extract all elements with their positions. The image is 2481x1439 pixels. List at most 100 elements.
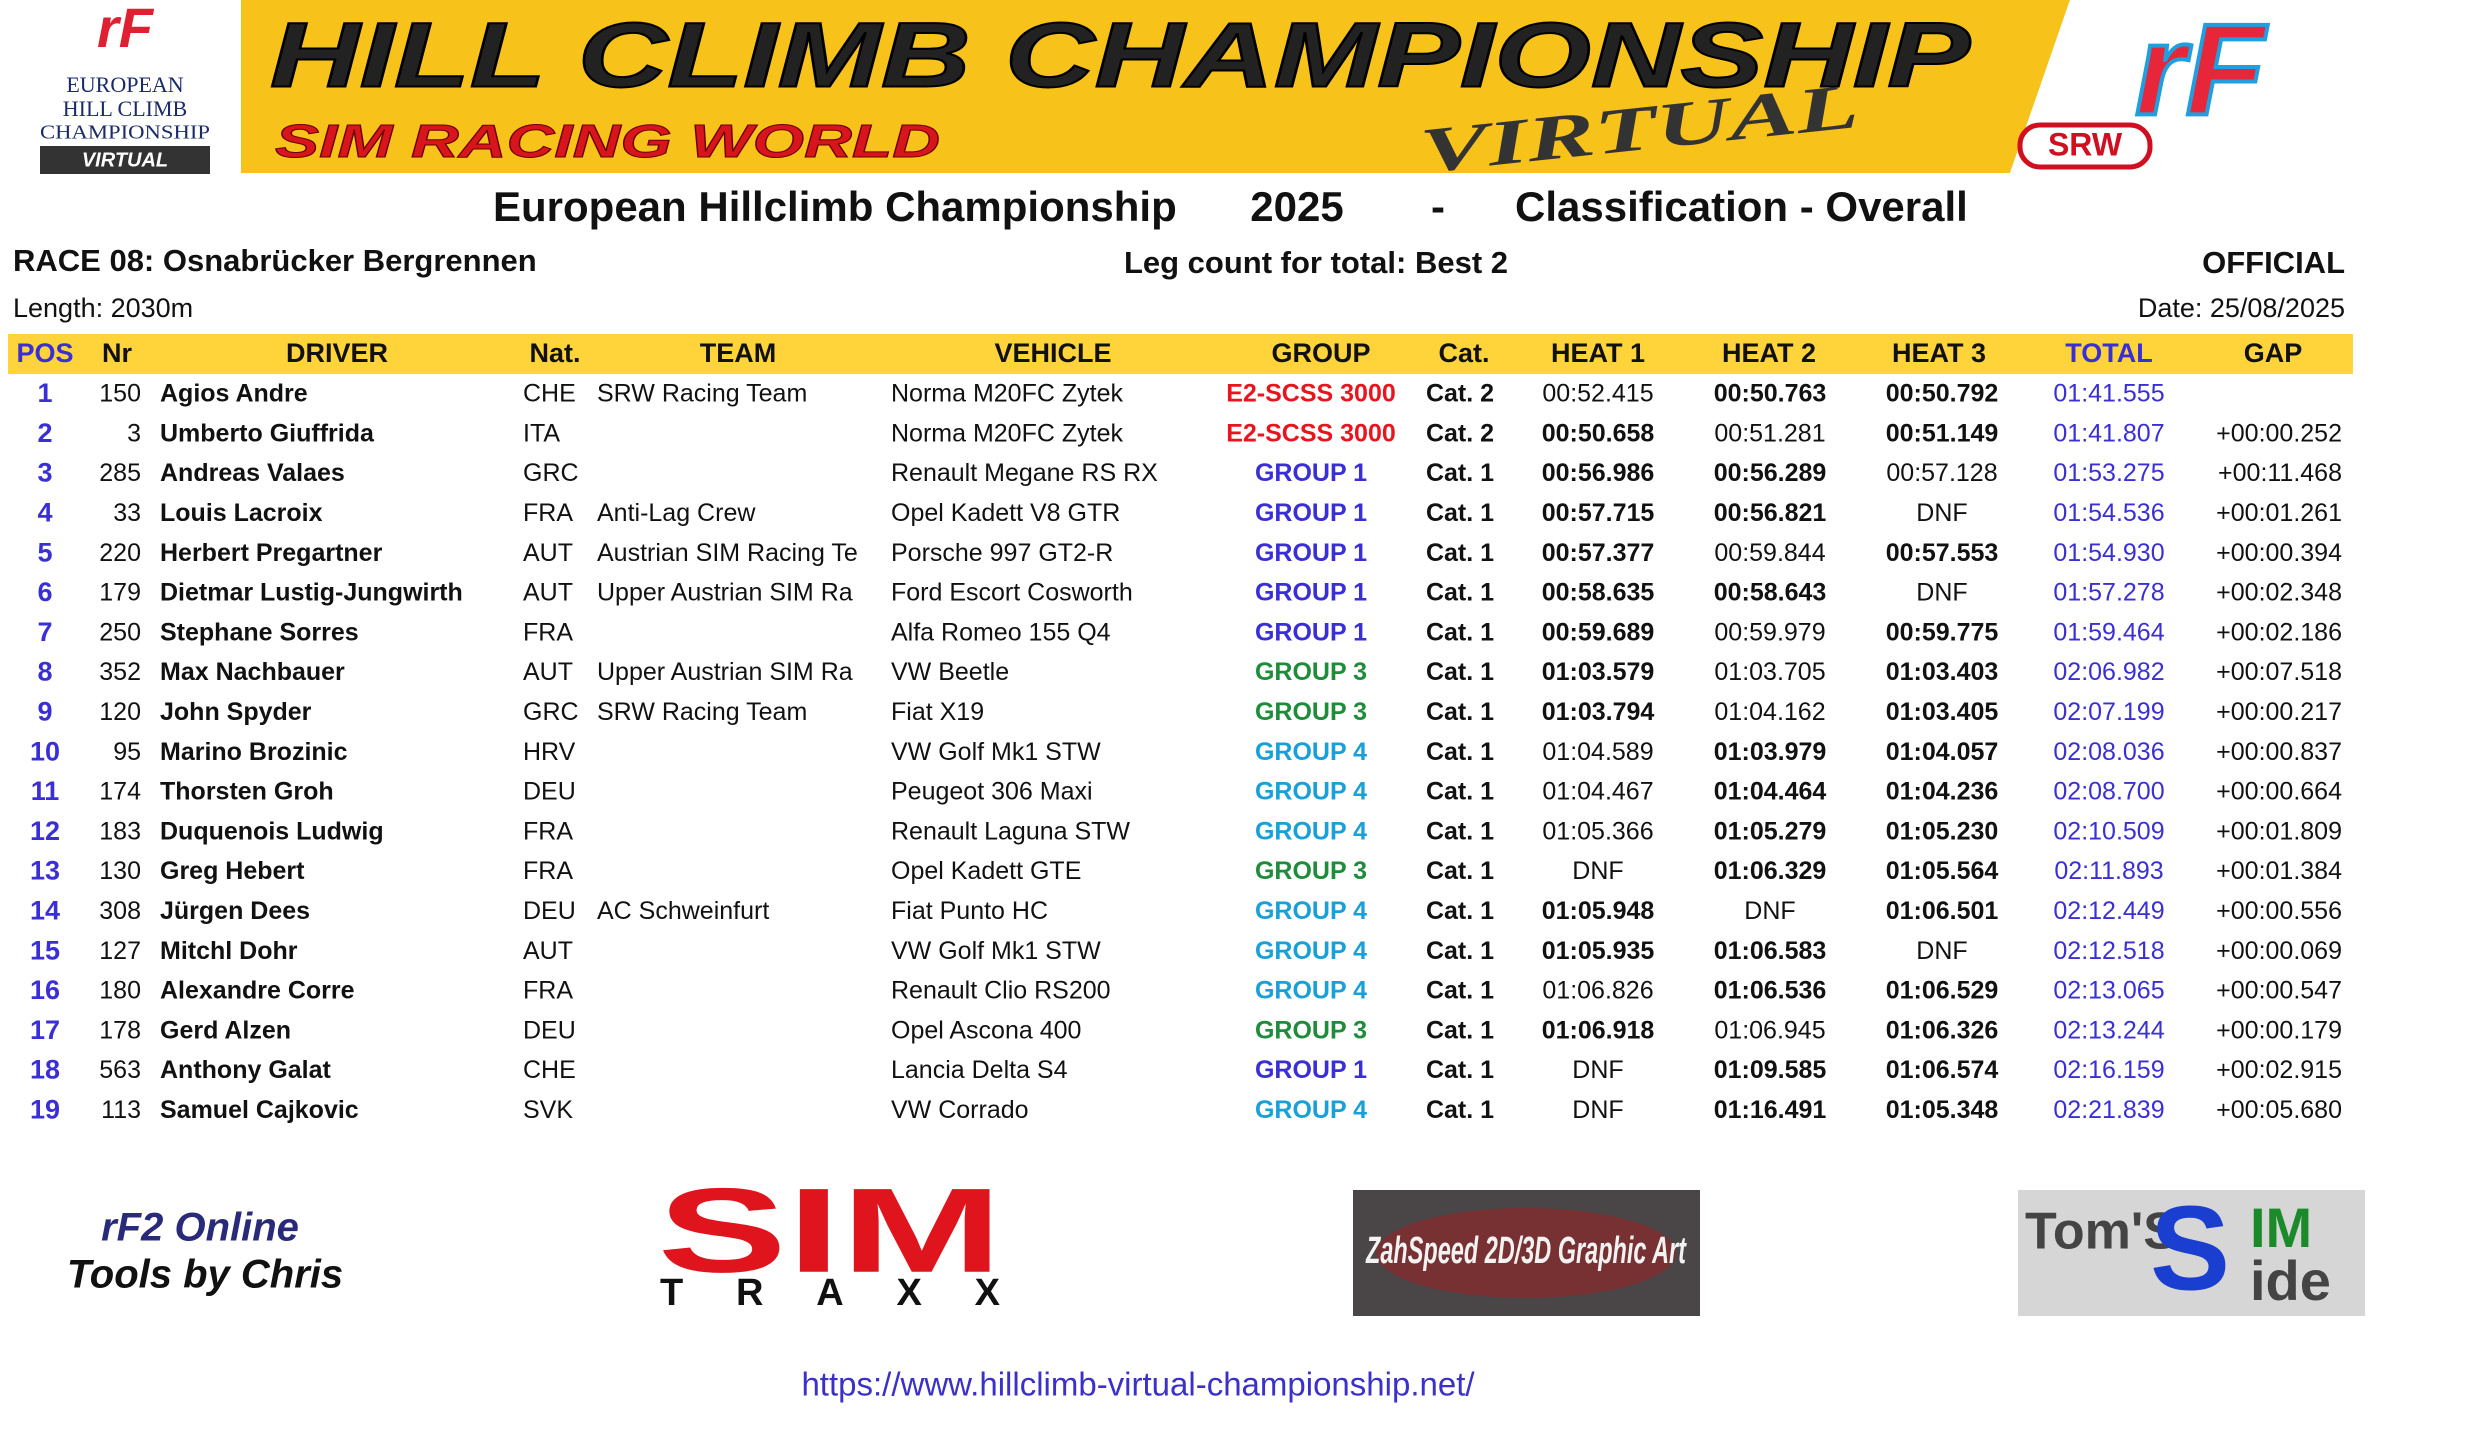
leg-count: Leg count for total: Best 2	[1124, 245, 1508, 280]
cell: 01:03.794	[1542, 698, 1655, 726]
cell: 33	[113, 499, 141, 527]
column-header: Nat.	[529, 338, 580, 368]
cell: 95	[113, 738, 141, 766]
column-header: Nr	[102, 338, 132, 368]
cell: Cat. 1	[1426, 738, 1494, 766]
cell: VW Beetle	[891, 658, 1009, 686]
cell: Dietmar Lustig-Jungwirth	[160, 579, 463, 607]
column-header: DRIVER	[286, 338, 388, 368]
cell: Anti-Lag Crew	[597, 499, 756, 527]
cell: +00:00.217	[2216, 698, 2342, 726]
cell: Greg Hebert	[160, 857, 305, 885]
cell: Anthony Galat	[160, 1056, 332, 1084]
cell: 220	[99, 539, 141, 567]
results-table: POS Nr DRIVER Nat. TEAM VEHICLE GROUP Cat. HEAT …	[16, 338, 2342, 1124]
cell: E2-SCSS 3000	[1226, 419, 1396, 447]
cell: AUT	[523, 579, 573, 607]
cell: 113	[101, 1096, 141, 1124]
cell: 16	[30, 975, 60, 1005]
cell: GROUP 3	[1255, 658, 1367, 686]
cell: +00:05.680	[2216, 1096, 2342, 1124]
cell: 8	[37, 657, 52, 687]
cell: 01:06.529	[1886, 977, 1999, 1005]
length: Length: 2030m	[13, 293, 193, 323]
cell: +00:00.556	[2216, 897, 2342, 925]
sponsor-text: SIM	[658, 1164, 1003, 1298]
cell: Renault Laguna STW	[891, 817, 1130, 845]
cell: 178	[99, 1016, 141, 1044]
cell: 174	[99, 778, 141, 806]
left-logo-tag-box	[40, 146, 210, 174]
cell: 02:11.893	[2054, 857, 2163, 885]
cell: GROUP 4	[1255, 1096, 1367, 1124]
cell: 01:16.491	[1714, 1096, 1827, 1124]
cell: Cat. 2	[1426, 419, 1494, 447]
cell: GROUP 1	[1255, 539, 1367, 567]
cell: 02:21.839	[2053, 1096, 2164, 1124]
cell: 01:04.057	[1886, 738, 1999, 766]
cell: CHE	[523, 1056, 576, 1084]
cell: Stephane Sorres	[160, 618, 359, 646]
left-logo-line: HILL CLIMB	[63, 96, 187, 121]
cell: HRV	[523, 738, 576, 766]
cell: +00:07.518	[2216, 658, 2342, 686]
cell: 02:16.159	[2053, 1056, 2164, 1084]
cell: 02:12.518	[2053, 937, 2164, 965]
cell: 00:56.821	[1714, 499, 1827, 527]
cell: DNF	[1744, 897, 1795, 925]
cell: 5	[37, 537, 52, 567]
cell: 130	[99, 857, 141, 885]
cell: GROUP 3	[1255, 698, 1367, 726]
cell: 01:05.348	[1886, 1096, 1999, 1124]
cell: Cat. 1	[1426, 977, 1494, 1005]
cell: DNF	[1572, 1096, 1623, 1124]
cell: Upper Austrian SIM Ra	[597, 579, 853, 607]
cell: 02:07.199	[2053, 698, 2164, 726]
cell: +00:01.261	[2216, 499, 2342, 527]
cell: Cat. 1	[1426, 857, 1494, 885]
cell: +00:00.069	[2216, 937, 2342, 965]
cell: Cat. 1	[1426, 499, 1494, 527]
cell: 00:50.792	[1886, 380, 1999, 408]
column-header: HEAT 2	[1722, 338, 1816, 368]
website-link[interactable]: https://www.hillclimb-virtual-championsh…	[801, 1366, 1475, 1403]
race-name: RACE 08: Osnabrücker Bergrennen	[13, 243, 537, 278]
cell: 00:50.763	[1714, 380, 1827, 408]
cell: 02:13.244	[2053, 1016, 2164, 1044]
cell: Fiat Punto HC	[891, 897, 1048, 925]
cell: Opel Ascona 400	[891, 1016, 1081, 1044]
cell: 01:04.589	[1542, 738, 1653, 766]
cell: GROUP 1	[1255, 499, 1367, 527]
cell: 01:06.918	[1542, 1016, 1655, 1044]
cell: AUT	[523, 937, 573, 965]
column-header: TEAM	[700, 338, 777, 368]
left-logo-line: CHAMPIONSHIP	[40, 122, 210, 144]
cell: 00:52.415	[1542, 380, 1653, 408]
cell: 00:57.715	[1542, 499, 1655, 527]
cell: DNF	[1916, 937, 1967, 965]
column-header: POS	[16, 338, 73, 368]
cell: Opel Kadett V8 GTR	[891, 499, 1120, 527]
cell: +00:02.348	[2216, 579, 2342, 607]
cell: Cat. 1	[1426, 937, 1494, 965]
cell: Cat. 1	[1426, 817, 1494, 845]
cell: 01:06.945	[1714, 1016, 1825, 1044]
cell: 2	[37, 418, 52, 448]
cell: Cat. 1	[1426, 778, 1494, 806]
cell: FRA	[523, 857, 573, 885]
cell: 00:51.149	[1886, 419, 1999, 447]
cell: Mitchl Dohr	[160, 937, 298, 965]
cell: 7	[37, 617, 52, 647]
cell: 01:03.979	[1714, 738, 1827, 766]
cell: 01:54.930	[2053, 539, 2164, 567]
cell: 00:57.377	[1542, 539, 1655, 567]
cell: 00:59.844	[1714, 539, 1825, 567]
cell: 00:57.128	[1886, 459, 1997, 487]
cell: FRA	[523, 618, 573, 646]
cell: 00:59.979	[1714, 618, 1825, 646]
cell: GROUP 1	[1255, 1056, 1367, 1084]
cell: Samuel Cajkovic	[160, 1096, 359, 1124]
cell: 01:54.536	[2053, 499, 2164, 527]
